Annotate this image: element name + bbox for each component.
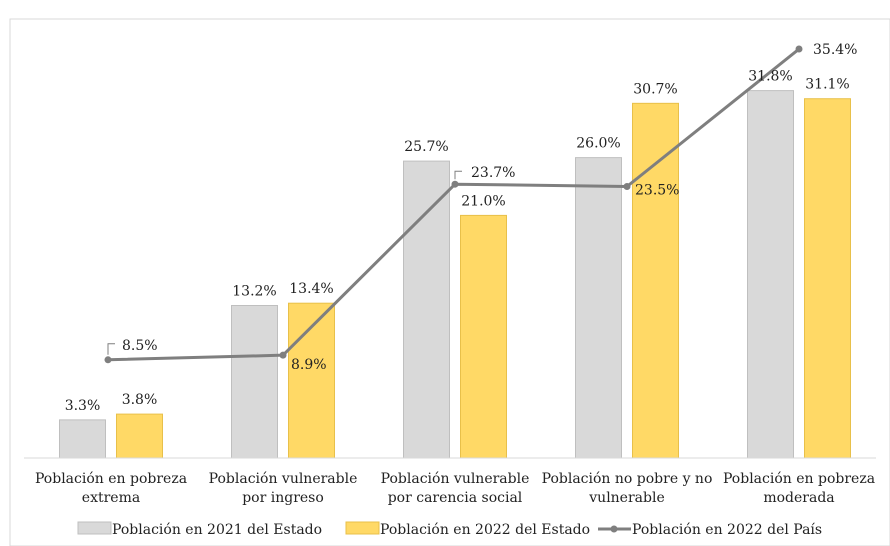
legend-label-0: Población en 2021 del Estado <box>112 522 322 538</box>
category-label-4: Población en pobreza moderada <box>723 471 875 506</box>
line-point-2022-pais-0 <box>104 356 112 364</box>
legend-swatch-marker <box>610 525 618 533</box>
category-label-0: Población en pobreza extrema <box>35 471 187 506</box>
bar-2022-estado-4 <box>804 98 851 459</box>
plot-frame <box>9 18 890 546</box>
category-label-line: por ingreso <box>242 490 324 506</box>
category-label-line: Población en pobreza <box>35 471 187 487</box>
category-label-3: Población no pobre y no vulnerable <box>542 471 713 506</box>
line-label-2022-pais-1: 8.9% <box>291 357 327 373</box>
category-label-line: Población no pobre y no <box>542 471 713 487</box>
line-label-leader-0 <box>107 343 115 355</box>
category-label-line: Población vulnerable <box>381 471 530 487</box>
bar-label-2022-estado-4: 31.1% <box>805 77 849 93</box>
category-label-1: Población vulnerable por ingreso <box>209 471 358 506</box>
line-layer <box>104 45 803 364</box>
bar-2021-estado-3 <box>575 157 622 459</box>
legend-swatch-1 <box>345 521 380 535</box>
bar-label-2021-estado-3: 26.0% <box>576 136 620 152</box>
bar-2022-estado-1 <box>288 302 335 459</box>
bar-2021-estado-1 <box>231 305 278 459</box>
line-label-2022-pais-3: 23.5% <box>635 183 679 199</box>
bar-label-2022-estado-0: 3.8% <box>122 392 158 408</box>
category-label-line: Población en pobreza <box>723 471 875 487</box>
legend: Población en 2021 del Estado Población en… <box>77 521 822 538</box>
category-label-line: por carencia social <box>388 490 523 506</box>
bar-label-2021-estado-2: 25.7% <box>404 139 448 155</box>
legend-label-1: Población en 2022 del Estado <box>380 522 590 538</box>
line-label-leader-2 <box>454 170 462 180</box>
bar-label-2021-estado-1: 13.2% <box>232 284 276 300</box>
line-label-2022-pais-0: 8.5% <box>122 338 158 354</box>
line-point-2022-pais-2 <box>451 180 459 188</box>
category-labels: Población en pobreza extrema Población vul… <box>35 471 875 506</box>
bar-2022-estado-3 <box>632 102 679 459</box>
bar-2021-estado-0 <box>59 419 106 459</box>
bar-label-2022-estado-2: 21.0% <box>461 193 505 209</box>
bar-label-2022-estado-1: 13.4% <box>289 281 333 297</box>
category-label-line: vulnerable <box>588 490 664 506</box>
category-label-2: Población vulnerable por carencia social <box>381 471 530 506</box>
category-label-line: Población vulnerable <box>209 471 358 487</box>
bar-2021-estado-2 <box>403 160 450 459</box>
category-label-line: moderada <box>763 490 834 506</box>
line-label-2022-pais-4: 35.4% <box>813 42 857 58</box>
category-label-line: extrema <box>82 490 140 506</box>
bar-label-2021-estado-4: 31.8% <box>748 69 792 85</box>
data-labels: 3.3% 13.2% 25.7% 26.0% 31.8% 3.8% 13.4% 21.0% 30… <box>65 42 858 414</box>
line-point-2022-pais-1 <box>279 351 287 359</box>
bar-label-2021-estado-0: 3.3% <box>65 398 101 414</box>
bar-2022-estado-0 <box>116 413 163 459</box>
line-label-2022-pais-2: 23.7% <box>471 165 515 181</box>
bar-2021-estado-4 <box>747 90 794 459</box>
bar-label-2022-estado-3: 30.7% <box>633 81 677 97</box>
legend-swatch-0 <box>77 521 112 535</box>
line-point-2022-pais-4 <box>795 45 803 53</box>
bar-2022-estado-2 <box>460 214 507 459</box>
line-point-2022-pais-3 <box>623 183 631 191</box>
legend-label-2: Población en 2022 del País <box>632 522 822 538</box>
